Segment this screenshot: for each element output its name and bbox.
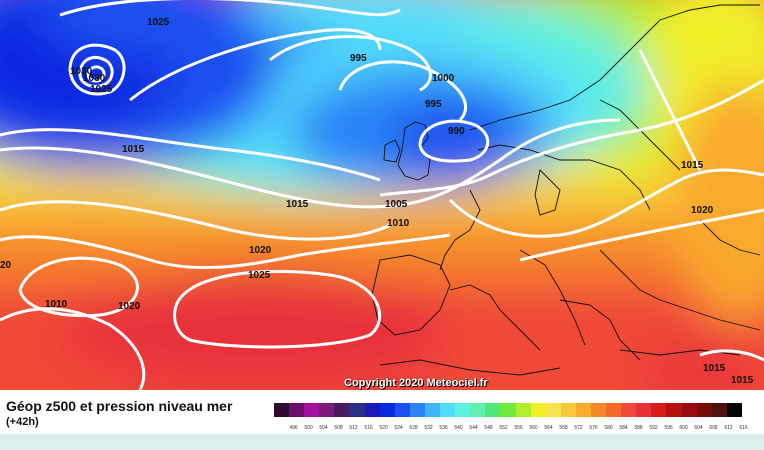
isobar-label: 995 bbox=[350, 53, 367, 64]
scale-label: 616 bbox=[739, 425, 748, 431]
scale-swatch bbox=[530, 403, 546, 417]
isobar-label: 995 bbox=[425, 99, 442, 110]
scale-swatch bbox=[304, 403, 320, 417]
isobars bbox=[0, 0, 764, 390]
scale-label: 584 bbox=[619, 425, 628, 431]
scale-swatch bbox=[621, 403, 637, 417]
scale-swatch bbox=[485, 403, 501, 417]
scale-label: 572 bbox=[574, 425, 583, 431]
isobar-label: 1025 bbox=[90, 84, 113, 95]
isobar-label: 1015 bbox=[703, 363, 726, 374]
weather-map: 1025 1030 1030 1025 995 1000 995 990 101… bbox=[0, 0, 764, 390]
isobar-label: 1015 bbox=[731, 375, 754, 386]
isobar-label: 1025 bbox=[248, 270, 271, 281]
map-canvas: 1025 1030 1030 1025 995 1000 995 990 101… bbox=[0, 0, 764, 390]
scale-swatch bbox=[560, 403, 576, 417]
coastlines bbox=[371, 4, 761, 376]
scale-label: 528 bbox=[409, 425, 418, 431]
scale-label: 600 bbox=[679, 425, 688, 431]
scale-swatch bbox=[274, 403, 290, 417]
scale-swatch bbox=[515, 403, 531, 417]
scale-swatch bbox=[575, 403, 591, 417]
scale-label: 568 bbox=[559, 425, 568, 431]
scale-swatch bbox=[606, 403, 622, 417]
scale-swatch bbox=[470, 403, 486, 417]
isobar-label: 1010 bbox=[45, 299, 68, 310]
isobar-label: 1000 bbox=[432, 73, 455, 84]
scale-label: 576 bbox=[589, 425, 598, 431]
isobar-label: 20 bbox=[0, 260, 12, 271]
scale-label: 564 bbox=[544, 425, 553, 431]
scale-label: 596 bbox=[664, 425, 673, 431]
isobar-label: 1030 bbox=[70, 66, 93, 77]
scale-label: 592 bbox=[649, 425, 658, 431]
scale-label: 588 bbox=[634, 425, 643, 431]
color-scale-labels: 496 500 504 508 512 516 520 524 528 532 536 540 544 5… bbox=[286, 424, 751, 432]
color-scale bbox=[274, 403, 742, 417]
scale-label: 556 bbox=[514, 425, 523, 431]
scale-label: 544 bbox=[469, 425, 478, 431]
isobar-label: 1030 bbox=[83, 73, 106, 84]
copyright-notice: Copyright 2020 Meteociel.fr bbox=[344, 377, 488, 389]
scale-swatch bbox=[334, 403, 350, 417]
isobar-label: 1020 bbox=[691, 205, 714, 216]
scale-label: 512 bbox=[349, 425, 358, 431]
isobar-label: 1010 bbox=[387, 218, 410, 229]
legend-panel: Géop z500 et pression niveau mer (+42h) … bbox=[0, 390, 764, 450]
scale-label: 520 bbox=[379, 425, 388, 431]
scale-swatch bbox=[394, 403, 410, 417]
scale-swatch bbox=[726, 403, 742, 417]
scale-swatch bbox=[364, 403, 380, 417]
scale-label: 536 bbox=[439, 425, 448, 431]
scale-label: 540 bbox=[454, 425, 463, 431]
scale-swatch bbox=[379, 403, 395, 417]
scale-swatch bbox=[500, 403, 516, 417]
scale-label: 552 bbox=[499, 425, 508, 431]
scale-label: 508 bbox=[334, 425, 343, 431]
forecast-hour: (+42h) bbox=[6, 416, 39, 428]
scale-swatch bbox=[455, 403, 471, 417]
isobar-label: 1015 bbox=[681, 160, 704, 171]
scale-swatch bbox=[590, 403, 607, 417]
isobar-label: 1020 bbox=[118, 301, 141, 312]
scale-label: 496 bbox=[289, 425, 298, 431]
scale-label: 548 bbox=[484, 425, 493, 431]
scale-label: 604 bbox=[694, 425, 703, 431]
scale-swatch bbox=[424, 403, 441, 417]
scale-label: 532 bbox=[424, 425, 433, 431]
scale-label: 504 bbox=[319, 425, 328, 431]
scale-swatch bbox=[409, 403, 425, 417]
scale-swatch bbox=[319, 403, 335, 417]
scale-swatch bbox=[349, 403, 365, 417]
scale-swatch bbox=[289, 403, 305, 417]
scale-swatch bbox=[696, 403, 712, 417]
isobar-label: 1015 bbox=[122, 144, 145, 155]
scale-label: 580 bbox=[604, 425, 613, 431]
scale-label: 560 bbox=[529, 425, 538, 431]
scale-label: 612 bbox=[724, 425, 733, 431]
bottom-strip bbox=[0, 434, 764, 450]
isobar-labels: 1025 1030 1030 1025 995 1000 995 990 101… bbox=[0, 17, 754, 386]
scale-swatch bbox=[440, 403, 456, 417]
map-title: Géop z500 et pression niveau mer bbox=[6, 398, 233, 414]
isobar-label: 1015 bbox=[286, 199, 309, 210]
scale-label: 516 bbox=[364, 425, 373, 431]
scale-label: 524 bbox=[394, 425, 403, 431]
scale-swatch bbox=[666, 403, 682, 417]
scale-swatch bbox=[681, 403, 697, 417]
scale-label: 608 bbox=[709, 425, 718, 431]
isobar-label: 1025 bbox=[147, 17, 170, 28]
scale-swatch bbox=[711, 403, 727, 417]
isobar-label: 1020 bbox=[249, 245, 272, 256]
isobar-label: 990 bbox=[448, 126, 465, 137]
isobar-label: 1005 bbox=[385, 199, 408, 210]
scale-swatch bbox=[545, 403, 561, 417]
scale-swatch bbox=[651, 403, 667, 417]
scale-swatch bbox=[636, 403, 652, 417]
scale-label: 500 bbox=[304, 425, 313, 431]
